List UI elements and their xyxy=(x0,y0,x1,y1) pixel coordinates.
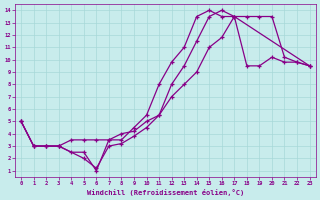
X-axis label: Windchill (Refroidissement éolien,°C): Windchill (Refroidissement éolien,°C) xyxy=(87,189,244,196)
